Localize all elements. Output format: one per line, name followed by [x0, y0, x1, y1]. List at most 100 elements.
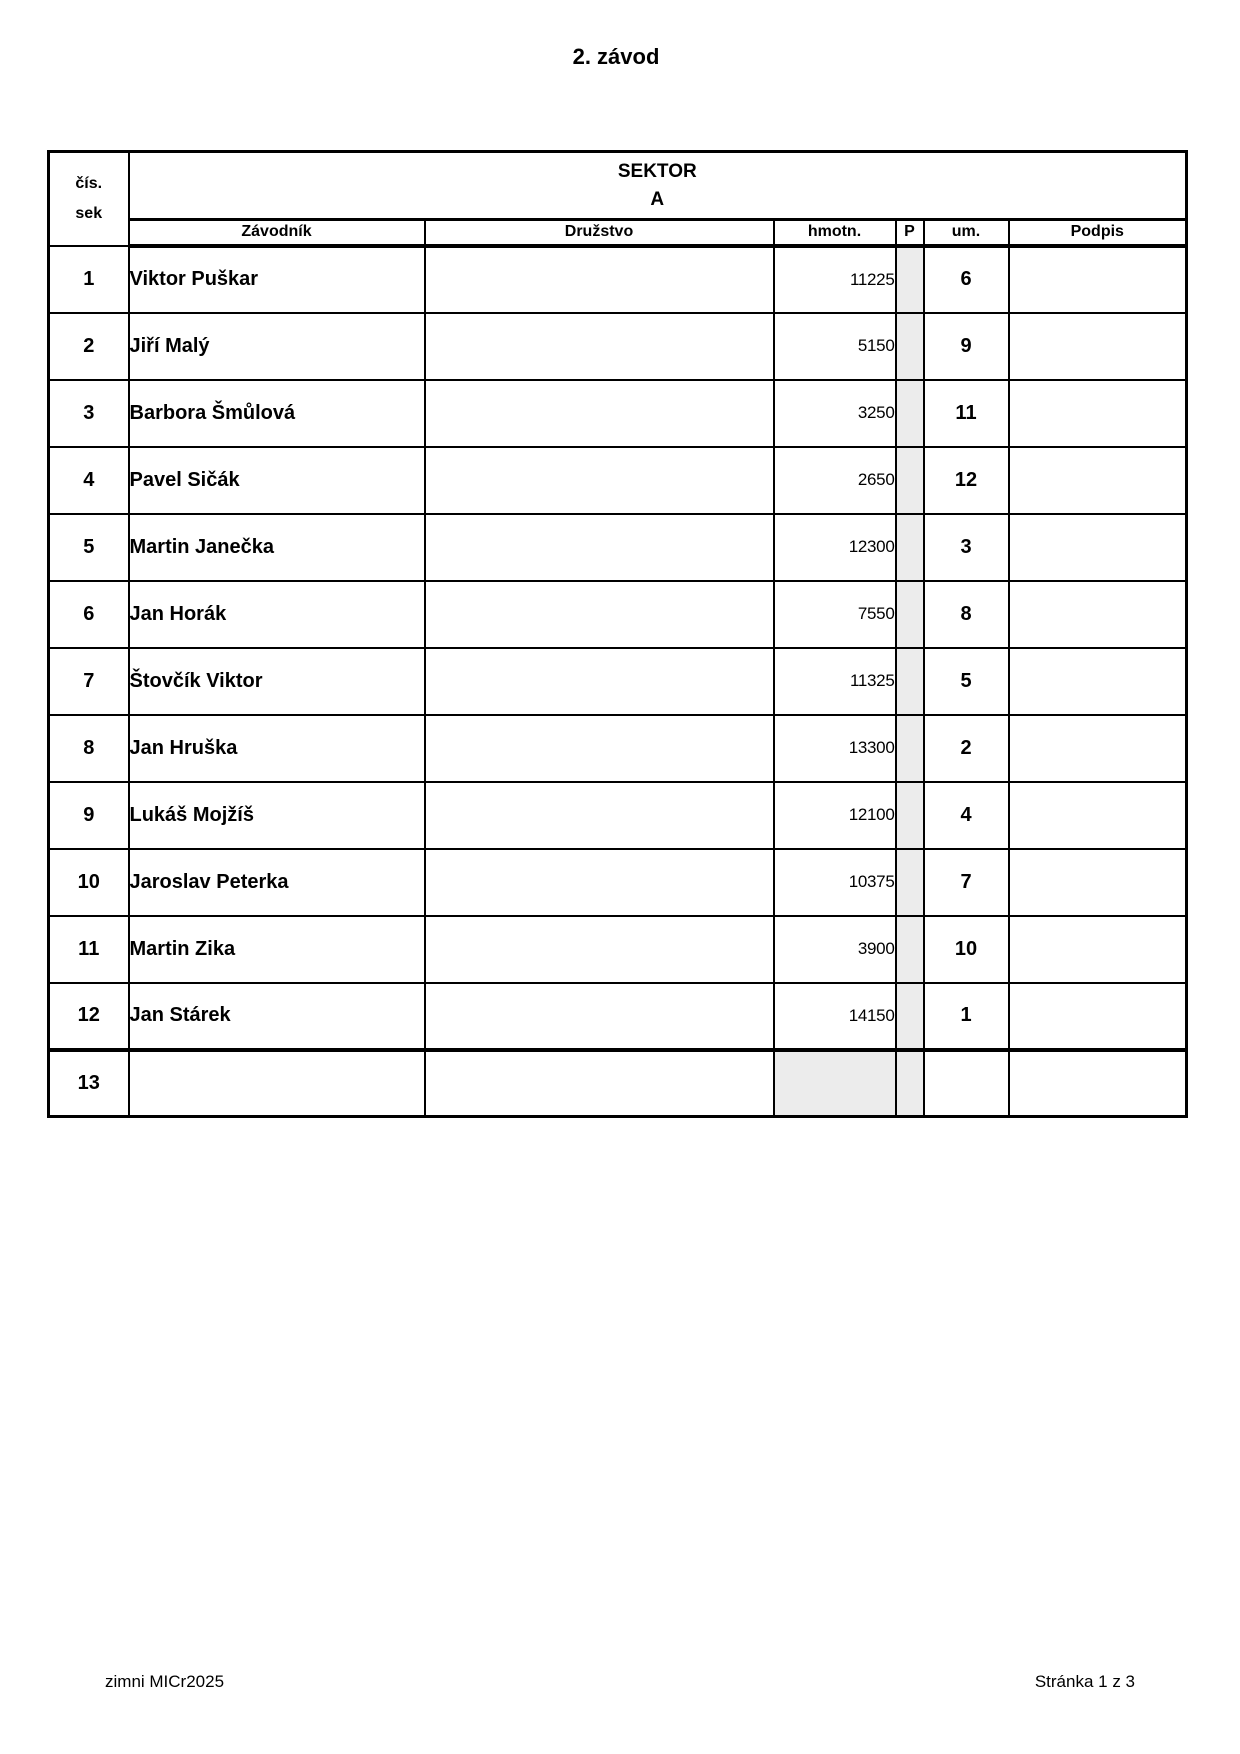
table-row: 3 Barbora Šmůlová 3250 11 [47, 378, 1188, 448]
table-row: 5 Martin Janečka 12300 3 [47, 512, 1188, 582]
row-number: 13 [47, 1047, 130, 1118]
footer-right-text: Stránka 1 z 3 [1034, 1672, 1135, 1691]
table-row: 6 Jan Horák 7550 8 [47, 579, 1188, 649]
weight-value: 14150 [772, 981, 897, 1051]
weight-value: 12300 [772, 512, 897, 582]
row-number: 2 [47, 311, 130, 381]
signature-cell [1007, 847, 1188, 917]
weight-value: 3900 [772, 914, 897, 984]
table-row: 13 [47, 1047, 1188, 1118]
competitor-name: Jaroslav Peterka [127, 847, 426, 917]
signature-cell [1007, 445, 1188, 515]
weight-value: 10375 [772, 847, 897, 917]
competitor-name: Barbora Šmůlová [127, 378, 426, 448]
col-header-p: P [894, 218, 925, 248]
row-number: 7 [47, 646, 130, 716]
team-cell [423, 445, 775, 515]
corner-header-line2: sek [75, 204, 103, 222]
placement-value [922, 1047, 1010, 1118]
team-cell [423, 780, 775, 850]
weight-value [772, 1047, 897, 1118]
row-number: 8 [47, 713, 130, 783]
page-footer: zimni MICr2025 Stránka 1 z 3 [0, 1672, 1240, 1694]
weight-value: 7550 [772, 579, 897, 649]
table-row: 7 Štovčík Viktor 11325 5 [47, 646, 1188, 716]
placement-value: 2 [922, 713, 1010, 783]
p-cell [894, 311, 925, 381]
col-header-signature: Podpis [1007, 218, 1188, 248]
row-number: 5 [47, 512, 130, 582]
col-header-place: um. [922, 218, 1010, 248]
competitor-name: Martin Zika [127, 914, 426, 984]
placement-value: 1 [922, 981, 1010, 1051]
team-cell [423, 981, 775, 1051]
footer-left-text: zimni MICr2025 [105, 1672, 225, 1691]
team-cell [423, 512, 775, 582]
competitor-name: Martin Janečka [127, 512, 426, 582]
row-number: 1 [47, 244, 130, 314]
row-number: 10 [47, 847, 130, 917]
signature-cell [1007, 780, 1188, 850]
weight-value: 3250 [772, 378, 897, 448]
team-cell [423, 847, 775, 917]
p-cell [894, 914, 925, 984]
team-cell [423, 378, 775, 448]
corner-header-line1: čís. [75, 174, 103, 192]
table-row: 11 Martin Zika 3900 10 [47, 914, 1188, 984]
table-row: 4 Pavel Sičák 2650 12 [47, 445, 1188, 515]
sector-header-row: čís. sek SEKTOR A [47, 150, 1188, 247]
competitor-name: Jan Stárek [127, 981, 426, 1051]
weight-value: 11325 [772, 646, 897, 716]
placement-value: 3 [922, 512, 1010, 582]
results-table: čís. sek SEKTOR A Závodník Družstvo hmot… [47, 150, 1189, 1118]
weight-value: 5150 [772, 311, 897, 381]
p-cell [894, 847, 925, 917]
placement-value: 4 [922, 780, 1010, 850]
table-row: 8 Jan Hruška 13300 2 [47, 713, 1188, 783]
competitor-name: Jiří Malý [127, 311, 426, 381]
team-cell [423, 579, 775, 649]
row-number: 3 [47, 378, 130, 448]
p-cell [894, 713, 925, 783]
sector-header: SEKTOR A [127, 150, 1188, 221]
team-cell [423, 311, 775, 381]
competitor-name [127, 1047, 426, 1118]
placement-value: 10 [922, 914, 1010, 984]
col-header-weight: hmotn. [772, 218, 897, 248]
signature-cell [1007, 914, 1188, 984]
table-row: 2 Jiří Malý 5150 9 [47, 311, 1188, 381]
p-cell [894, 378, 925, 448]
signature-cell [1007, 646, 1188, 716]
corner-header: čís. sek [47, 150, 130, 247]
p-cell [894, 1047, 925, 1118]
p-cell [894, 445, 925, 515]
placement-value: 6 [922, 244, 1010, 314]
placement-value: 7 [922, 847, 1010, 917]
table-row: 9 Lukáš Mojžíš 12100 4 [47, 780, 1188, 850]
signature-cell [1007, 512, 1188, 582]
placement-value: 12 [922, 445, 1010, 515]
signature-cell [1007, 311, 1188, 381]
table-row: 12 Jan Stárek 14150 1 [47, 981, 1188, 1051]
weight-value: 2650 [772, 445, 897, 515]
row-number: 9 [47, 780, 130, 850]
placement-value: 5 [922, 646, 1010, 716]
signature-cell [1007, 713, 1188, 783]
p-cell [894, 244, 925, 314]
p-cell [894, 512, 925, 582]
team-cell [423, 1047, 775, 1118]
competitor-name: Lukáš Mojžíš [127, 780, 426, 850]
weight-value: 13300 [772, 713, 897, 783]
row-number: 11 [47, 914, 130, 984]
competitor-name: Jan Horák [127, 579, 426, 649]
table-row: 10 Jaroslav Peterka 10375 7 [47, 847, 1188, 917]
competitor-name: Jan Hruška [127, 713, 426, 783]
team-cell [423, 713, 775, 783]
p-cell [894, 780, 925, 850]
signature-cell [1007, 981, 1188, 1051]
row-number: 6 [47, 579, 130, 649]
row-number: 12 [47, 981, 130, 1051]
weight-value: 11225 [772, 244, 897, 314]
signature-cell [1007, 378, 1188, 448]
